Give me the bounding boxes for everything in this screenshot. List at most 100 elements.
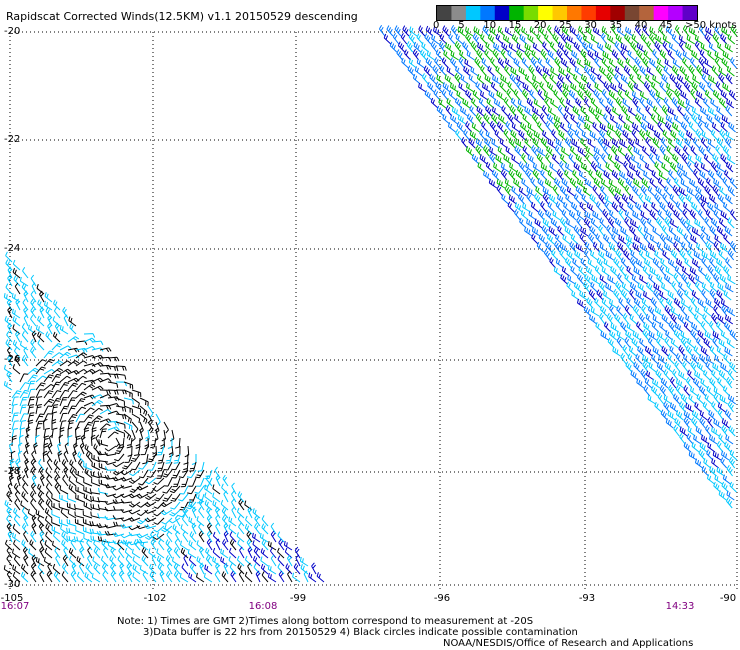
wind-barb [470, 66, 479, 77]
wind-barb [636, 49, 643, 61]
wind-barb [562, 82, 571, 93]
wind-barb [696, 65, 703, 77]
wind-barb [624, 305, 632, 317]
wind-barb [565, 73, 573, 85]
wind-barb [11, 435, 17, 447]
wind-barb [52, 540, 61, 551]
wind-barb [481, 121, 488, 133]
wind-barb [701, 434, 710, 445]
wind-barb [723, 233, 731, 245]
time-label-3: 14:33 [665, 601, 695, 612]
wind-barb [38, 458, 45, 471]
wind-barb [678, 129, 686, 141]
wind-barb [212, 547, 221, 559]
wind-barb [690, 145, 698, 157]
wind-barb [555, 233, 563, 245]
wind-barb [624, 216, 631, 229]
wind-barb [12, 523, 21, 535]
wind-barb [707, 50, 715, 61]
wind-barb [3, 565, 13, 575]
wind-barb [542, 41, 550, 53]
wind-barb [659, 290, 668, 301]
wind-barb [165, 555, 173, 567]
wind-barb [114, 445, 125, 455]
wind-barb [501, 193, 509, 205]
wind-barb [38, 522, 45, 535]
wind-barb [540, 169, 548, 181]
wind-barb [600, 32, 608, 45]
wind-barb [608, 58, 617, 69]
wind-barb [667, 353, 675, 365]
wind-barb [723, 202, 731, 213]
wind-barb [599, 217, 607, 229]
wind-barb [659, 265, 666, 277]
wind-barb [163, 461, 173, 471]
wind-barb [287, 570, 293, 583]
wind-barb [23, 346, 29, 359]
wind-barb [269, 547, 277, 559]
wind-barb [628, 194, 637, 205]
wind-barb [246, 538, 253, 551]
wind-barb [576, 210, 585, 221]
wind-barb [598, 281, 606, 293]
wind-barb [607, 217, 615, 229]
wind-barb [686, 224, 693, 237]
wind-barb [607, 34, 616, 45]
wind-barb [582, 186, 591, 197]
wind-barb [123, 413, 132, 424]
wind-barb [46, 450, 53, 463]
wind-barb [574, 66, 583, 77]
wind-barb [682, 50, 691, 61]
wind-barb [721, 57, 729, 69]
wind-barb [127, 570, 133, 583]
wind-barb [506, 88, 513, 101]
wind-barb [35, 366, 46, 375]
wind-barb [583, 248, 591, 261]
wind-barb [198, 522, 205, 535]
wind-barb [172, 524, 181, 535]
wind-barb [585, 26, 594, 37]
wind-barb [75, 352, 88, 359]
wind-barb [454, 97, 463, 109]
wind-barb [590, 66, 599, 77]
wind-barb [247, 546, 253, 559]
wind-barb [107, 373, 119, 379]
wind-barb [719, 274, 728, 285]
wind-barb [465, 26, 474, 37]
wind-barb [68, 547, 77, 559]
wind-barb [175, 437, 181, 449]
wind-barb [601, 89, 609, 101]
wind-barb [632, 242, 641, 253]
wind-barb [110, 546, 117, 559]
wind-barb [607, 123, 616, 133]
wind-barb [554, 145, 562, 157]
wind-barb [67, 382, 78, 391]
wind-barb [500, 169, 508, 181]
wind-barb [719, 395, 728, 405]
wind-barb [64, 442, 69, 455]
wind-barb [689, 209, 697, 221]
wind-barb [717, 402, 726, 413]
wind-barb [441, 89, 449, 101]
wind-barb [85, 563, 93, 575]
wind-barb [639, 65, 647, 77]
wind-barb [7, 482, 13, 495]
wind-barb [54, 322, 61, 335]
wind-barb [495, 65, 503, 77]
wind-barb [595, 201, 603, 213]
wind-barb [76, 556, 85, 567]
wind-barb [604, 194, 613, 205]
wind-barb [526, 97, 535, 109]
wind-barb [667, 49, 675, 61]
wind-barb [629, 73, 637, 85]
wind-barb [688, 394, 697, 405]
wind-barb [571, 50, 579, 61]
wind-barb [35, 434, 40, 447]
wind-barb [30, 306, 37, 319]
wind-barb [557, 194, 565, 205]
wind-barb [511, 33, 520, 45]
wind-barb [75, 391, 87, 399]
wind-barb [75, 368, 88, 375]
lon-label-96: -96 [433, 593, 451, 604]
wind-barb [664, 185, 671, 197]
